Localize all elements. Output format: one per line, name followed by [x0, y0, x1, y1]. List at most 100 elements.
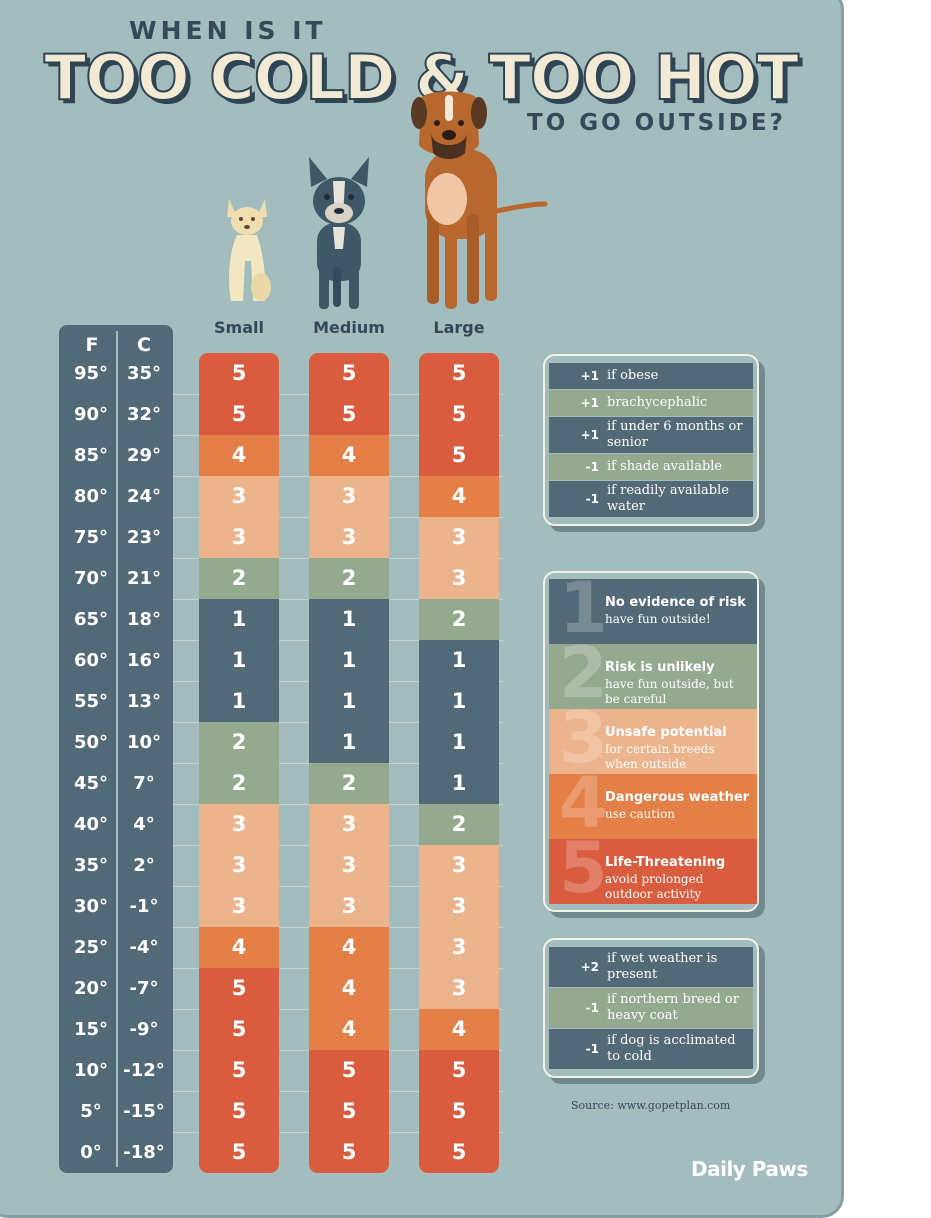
temp-fahrenheit: 85° [73, 445, 109, 466]
size-label-small: Small [214, 318, 264, 337]
modifier-row: -1 if dog is acclimated to cold [549, 1029, 753, 1069]
temp-celsius: -7° [129, 978, 159, 999]
rating-cell: 3 [419, 886, 499, 927]
poster: WHEN IS IT TOO COLD & TOO HOT TO GO OUTS… [0, 0, 844, 1218]
temp-celsius: 7° [133, 773, 155, 794]
modifier-text: brachycephalic [607, 395, 708, 410]
modifier-row: +1 brachycephalic [549, 390, 753, 416]
rating-cell: 5 [309, 1132, 389, 1173]
rating-cell: 5 [199, 1009, 279, 1050]
legend-number: 2 [559, 644, 608, 709]
rating-cell: 4 [419, 1009, 499, 1050]
modifier-value: +1 [580, 428, 599, 442]
rating-cell: 1 [419, 722, 499, 763]
temp-fahrenheit: 5° [80, 1101, 102, 1122]
temp-celsius: 23° [126, 527, 162, 548]
legend-number: 4 [559, 774, 608, 839]
rating-cell: 5 [419, 435, 499, 476]
temp-fahrenheit: 70° [73, 568, 109, 589]
rating-cell: 5 [419, 394, 499, 435]
modifier-value: +1 [580, 396, 599, 410]
rating-cell: 3 [419, 927, 499, 968]
modifier-row: +1 if obese [549, 363, 753, 389]
rating-cell: 3 [309, 886, 389, 927]
rating-cell: 4 [309, 435, 389, 476]
temp-fahrenheit: 15° [73, 1019, 109, 1040]
temp-celsius: -18° [123, 1142, 165, 1163]
rating-cell: 1 [419, 681, 499, 722]
rating-cell: 2 [199, 558, 279, 599]
rating-cell: 3 [419, 517, 499, 558]
temp-celsius: -4° [129, 937, 159, 958]
rating-cell: 4 [199, 927, 279, 968]
temp-celsius: 13° [126, 691, 162, 712]
rating-cell: 1 [419, 763, 499, 804]
rating-cell: 1 [199, 681, 279, 722]
rating-cell: 5 [199, 1050, 279, 1091]
temp-fahrenheit: 55° [73, 691, 109, 712]
rating-cell: 2 [199, 722, 279, 763]
modifier-value: -1 [585, 1001, 599, 1015]
temp-celsius: -9° [129, 1019, 159, 1040]
temp-fahrenheit: 45° [73, 773, 109, 794]
temp-fahrenheit: 25° [73, 937, 109, 958]
temp-celsius: 18° [126, 609, 162, 630]
temp-fahrenheit: 40° [73, 814, 109, 835]
modifier-text: if shade available [607, 459, 723, 474]
temp-celsius: -12° [123, 1060, 165, 1081]
modifier-text: if under 6 months or senior [607, 419, 743, 450]
temp-fahrenheit: 10° [73, 1060, 109, 1081]
modifier-text: if dog is acclimated to cold [607, 1033, 736, 1064]
modifier-value: +1 [580, 369, 599, 383]
rating-cell: 2 [199, 763, 279, 804]
rating-cell: 5 [419, 1132, 499, 1173]
rating-cell: 2 [309, 763, 389, 804]
temp-fahrenheit: 20° [73, 978, 109, 999]
legend-number: 3 [559, 709, 608, 774]
modifier-row: +1 if under 6 months or senior [549, 417, 753, 453]
rating-cell: 4 [419, 476, 499, 517]
modifier-text: if wet weather is present [607, 951, 718, 982]
temp-fahrenheit: 95° [73, 363, 109, 384]
temp-fahrenheit: 50° [73, 732, 109, 753]
rating-cell: 3 [199, 886, 279, 927]
temperature-divider [116, 331, 118, 1167]
rating-cell: 5 [199, 1132, 279, 1173]
rating-cell: 5 [419, 1050, 499, 1091]
rating-cell: 5 [309, 394, 389, 435]
legend-title: Life-Threatening [605, 855, 726, 870]
brand-logo: Daily Paws [691, 1157, 808, 1181]
legend-level-3: 3 Unsafe potential for certain breeds when… [549, 709, 757, 774]
rating-cell: 5 [199, 394, 279, 435]
hot-modifiers-box: +1 if obese +1 brachycephalic +1 if under 6 m… [543, 354, 759, 526]
temp-celsius: 16° [126, 650, 162, 671]
temp-fahrenheit: 65° [73, 609, 109, 630]
modifier-value: -1 [585, 1042, 599, 1056]
rating-cell: 3 [199, 476, 279, 517]
legend-title: Dangerous weather [605, 790, 750, 805]
rating-cell: 4 [309, 968, 389, 1009]
large-dog-icon [411, 91, 548, 309]
rating-cell: 1 [199, 640, 279, 681]
legend-description: have fun outside! [605, 612, 711, 626]
size-label-medium: Medium [313, 318, 385, 337]
modifier-value: -1 [585, 460, 599, 474]
modifier-text: if northern breed or heavy coat [607, 992, 739, 1023]
temp-fahrenheit: 60° [73, 650, 109, 671]
rating-cell: 5 [419, 1091, 499, 1132]
source-credit: Source: www.gopetplan.com [571, 1099, 731, 1112]
temp-fahrenheit: 75° [73, 527, 109, 548]
modifier-row: -1 if northern breed or heavy coat [549, 988, 753, 1028]
rating-cell: 1 [309, 681, 389, 722]
temp-fahrenheit: 35° [73, 855, 109, 876]
legend-level-5: 5 Life-Threatening avoid prolonged outdoor… [549, 839, 757, 904]
temp-celsius: 24° [126, 486, 162, 507]
rating-cell: 2 [419, 804, 499, 845]
modifier-text: if obese [607, 368, 659, 383]
modifier-text: if readily available water [607, 483, 729, 514]
temp-fahrenheit: 80° [73, 486, 109, 507]
temp-fahrenheit: 90° [73, 404, 109, 425]
rating-cell: 5 [419, 353, 499, 394]
